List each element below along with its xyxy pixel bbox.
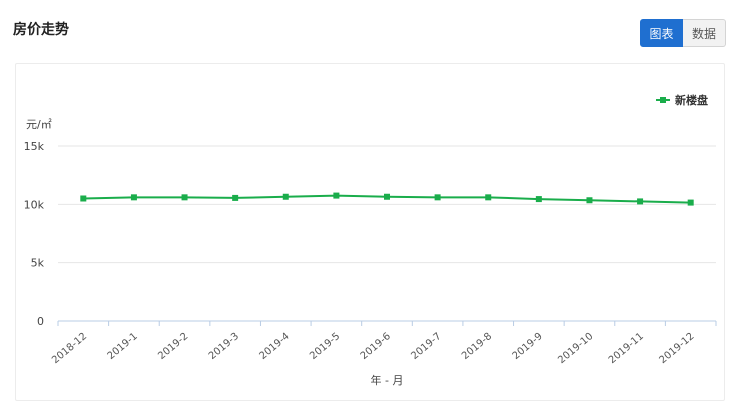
- legend-label: 新楼盘: [675, 93, 708, 107]
- x-tick-label: 2019-6: [359, 331, 393, 362]
- x-tick-label: 2019-10: [556, 331, 595, 366]
- data-point[interactable]: [80, 195, 87, 202]
- x-tick-label: 2019-11: [607, 331, 646, 366]
- chart-view-button[interactable]: 图表: [640, 19, 683, 47]
- data-view-button[interactable]: 数据: [683, 19, 726, 47]
- y-axis: 0 5k 10k 15k: [24, 140, 45, 328]
- data-point[interactable]: [130, 194, 137, 201]
- data-point[interactable]: [333, 192, 340, 199]
- y-tick-label: 0: [37, 315, 44, 328]
- data-point[interactable]: [586, 197, 593, 204]
- x-tick-label: 2019-12: [658, 331, 697, 366]
- y-tick-label: 10k: [24, 198, 45, 211]
- legend-marker-icon: [660, 97, 666, 103]
- x-tick-label: 2018-12: [50, 331, 89, 366]
- y-tick-label: 5k: [31, 257, 45, 270]
- y-axis-label: 元/㎡: [26, 118, 52, 131]
- chart-grid: [58, 145, 716, 264]
- x-tick-label: 2019-9: [511, 331, 545, 362]
- data-point[interactable]: [687, 199, 694, 206]
- x-axis-label: 年 - 月: [371, 373, 404, 387]
- data-point[interactable]: [637, 198, 644, 205]
- x-tick-label: 2019-4: [257, 331, 291, 362]
- chart-series: [80, 192, 694, 206]
- x-tick-label: 2019-5: [308, 331, 342, 362]
- data-point[interactable]: [485, 194, 492, 201]
- x-tick-label: 2019-2: [156, 331, 190, 362]
- data-point[interactable]: [384, 193, 390, 200]
- x-axis: 2018-12 2019-1 2019-2 2019-3 2019-4 2019-5 201…: [50, 320, 717, 366]
- x-tick-label: 2019-8: [460, 331, 494, 362]
- data-point[interactable]: [181, 194, 188, 201]
- chart-legend[interactable]: 新楼盘: [656, 93, 708, 107]
- data-point[interactable]: [535, 196, 542, 203]
- data-point[interactable]: [434, 194, 441, 201]
- y-tick-label: 15k: [24, 140, 45, 153]
- data-point[interactable]: [232, 194, 239, 201]
- x-tick-label: 2019-7: [409, 331, 443, 362]
- x-tick-label: 2019-1: [106, 331, 140, 362]
- view-toggle: 图表 数据: [640, 19, 726, 47]
- page-title: 房价走势: [13, 22, 69, 38]
- data-point[interactable]: [282, 193, 289, 200]
- chart-panel: [15, 63, 725, 401]
- x-tick-label: 2019-3: [207, 331, 241, 362]
